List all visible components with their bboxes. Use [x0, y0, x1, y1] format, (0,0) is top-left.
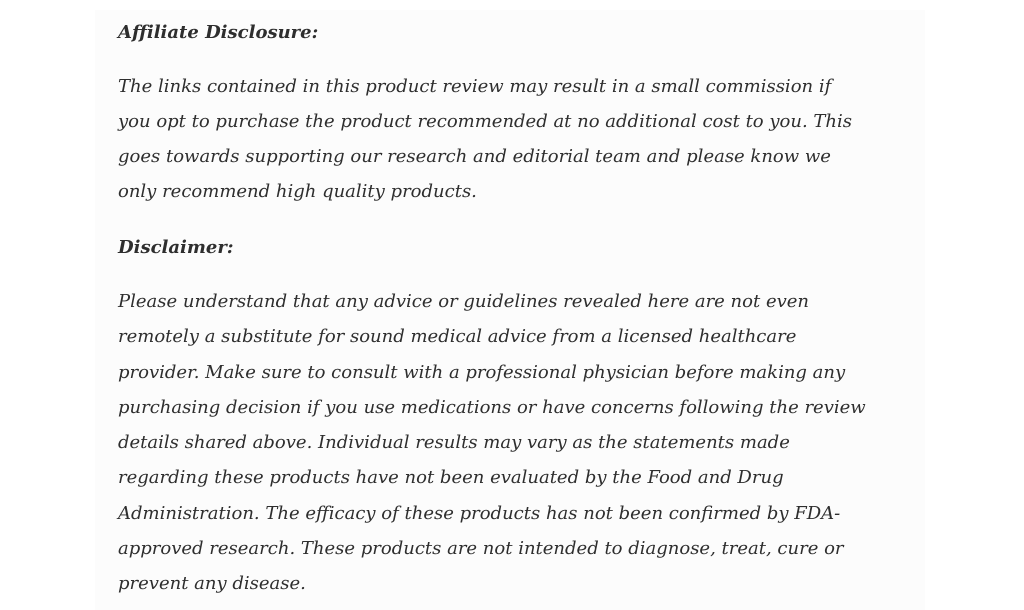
text-line: you opt to purchase the product recommen…: [118, 111, 852, 132]
text-line: The links contained in this product revi…: [118, 76, 832, 97]
text-line: approved research. These products are no…: [118, 538, 844, 559]
text-line: Please understand that any advice or gui…: [118, 291, 810, 312]
text-line: purchasing decision if you use medicatio…: [118, 397, 866, 418]
affiliate-disclosure-heading: Affiliate Disclosure:: [118, 22, 319, 43]
text-line: regarding these products have not been e…: [118, 467, 784, 488]
text-line: goes towards supporting our research and…: [118, 146, 831, 167]
text-line: prevent any disease.: [118, 573, 306, 594]
text-line: only recommend high quality products.: [118, 181, 477, 202]
disclosure-panel: [95, 10, 925, 610]
text-line: provider. Make sure to consult with a pr…: [118, 362, 846, 383]
text-line: remotely a substitute for sound medical …: [118, 326, 797, 347]
text-line: details shared above. Individual results…: [118, 432, 790, 453]
text-line: Administration. The efficacy of these pr…: [118, 503, 841, 524]
disclaimer-heading: Disclaimer:: [118, 237, 234, 258]
